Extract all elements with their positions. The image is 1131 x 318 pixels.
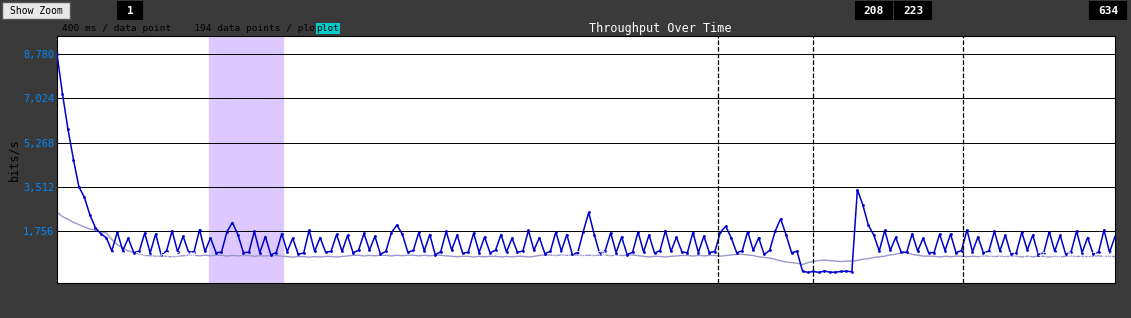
Y-axis label: bits/s: bits/s bbox=[7, 138, 20, 181]
Text: Show Zoom: Show Zoom bbox=[9, 5, 62, 16]
Text: 400 ms / data point    194 data points / plot: 400 ms / data point 194 data points / pl… bbox=[62, 24, 321, 33]
Bar bbox=[895, 2, 931, 19]
Text: 223: 223 bbox=[903, 5, 923, 16]
Text: 3/3/2011 12:33:30.146176 PM: 3/3/2011 12:33:30.146176 PM bbox=[60, 251, 196, 260]
Text: Throughput Over Time: Throughput Over Time bbox=[589, 22, 732, 35]
Text: plot: plot bbox=[317, 24, 339, 33]
Text: 208: 208 bbox=[864, 5, 884, 16]
Bar bbox=[856, 2, 892, 19]
Bar bbox=[2, 2, 70, 19]
Text: 3/3/2011 12:35:04.805707 PM: 3/3/2011 12:35:04.805707 PM bbox=[977, 251, 1112, 260]
Text: 1: 1 bbox=[127, 5, 133, 16]
Text: 634: 634 bbox=[1098, 5, 1119, 16]
Bar bbox=[118, 2, 143, 19]
Text: 0:01:34.659531: 0:01:34.659531 bbox=[551, 251, 621, 260]
Bar bbox=[209, 36, 284, 283]
Bar bbox=[1090, 2, 1126, 19]
